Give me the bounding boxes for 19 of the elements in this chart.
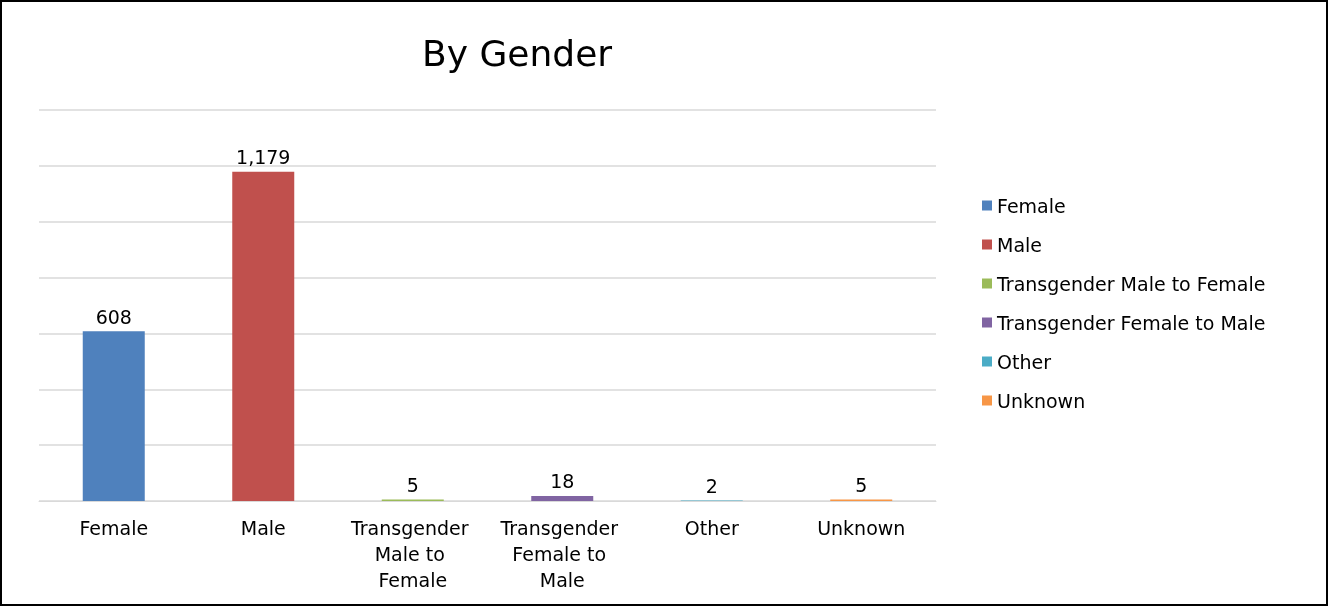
data-label: 5 <box>855 474 868 497</box>
data-label: 1,179 <box>236 146 291 169</box>
x-tick-label: Other <box>684 517 739 539</box>
legend-label: Unknown <box>997 389 1086 412</box>
chart-title: By Gender <box>422 32 613 74</box>
legend-label: Female <box>997 194 1066 217</box>
data-label: 608 <box>95 305 132 328</box>
data-label: 5 <box>406 474 419 497</box>
legend-label: Other <box>997 350 1052 373</box>
legend-label: Transgender Male to Female <box>996 272 1266 295</box>
x-tick-label: Transgender Female to Male <box>499 517 625 591</box>
x-tick-label: Unknown <box>817 517 906 539</box>
data-label: 18 <box>550 470 575 493</box>
legend-label: Transgender Female to Male <box>996 311 1266 334</box>
x-tick-label: Male <box>240 517 286 539</box>
x-tick-label: Transgender Male to Female <box>349 517 475 591</box>
data-label: 2 <box>705 474 718 497</box>
x-tick-label: Female <box>79 517 149 539</box>
legend-label: Male <box>997 233 1043 256</box>
